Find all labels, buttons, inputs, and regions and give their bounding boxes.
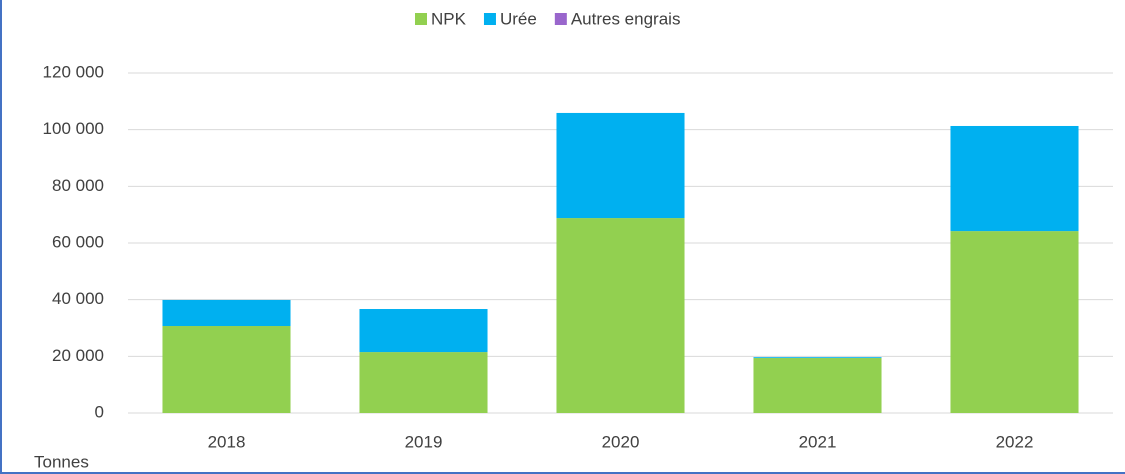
legend-swatch: [554, 13, 567, 25]
y-tick-label: 100 000: [43, 119, 104, 138]
x-tick-label: 2022: [996, 432, 1034, 451]
bar-segment: [753, 358, 882, 413]
bar-segment: [950, 125, 1079, 232]
y-tick-label: 40 000: [52, 289, 104, 308]
x-tick-label: 2020: [602, 432, 640, 451]
y-tick-label: 60 000: [52, 232, 104, 251]
legend-label: Urée: [500, 9, 537, 28]
bar-segment: [359, 309, 488, 353]
y-tick-label: 20 000: [52, 346, 104, 365]
x-tick-label: 2018: [208, 432, 246, 451]
bar-segment: [556, 218, 685, 413]
bar-segment: [556, 112, 685, 219]
legend-swatch: [483, 13, 496, 25]
legend-swatch: [415, 13, 427, 25]
y-tick-label: 80 000: [52, 176, 104, 195]
bar-segment: [950, 231, 1079, 413]
y-tick-label: 120 000: [43, 62, 104, 81]
legend-label: NPK: [431, 9, 467, 28]
y-tick-label: 0: [95, 402, 104, 421]
bar-segment: [162, 299, 291, 327]
y-axis-label: Tonnes: [34, 452, 89, 471]
x-tick-label: 2021: [799, 432, 837, 451]
bar-segment: [753, 357, 882, 359]
bar-segment: [162, 326, 291, 413]
bar-segment: [359, 352, 488, 413]
x-tick-label: 2019: [405, 432, 443, 451]
legend-label: Autres engrais: [571, 9, 681, 28]
